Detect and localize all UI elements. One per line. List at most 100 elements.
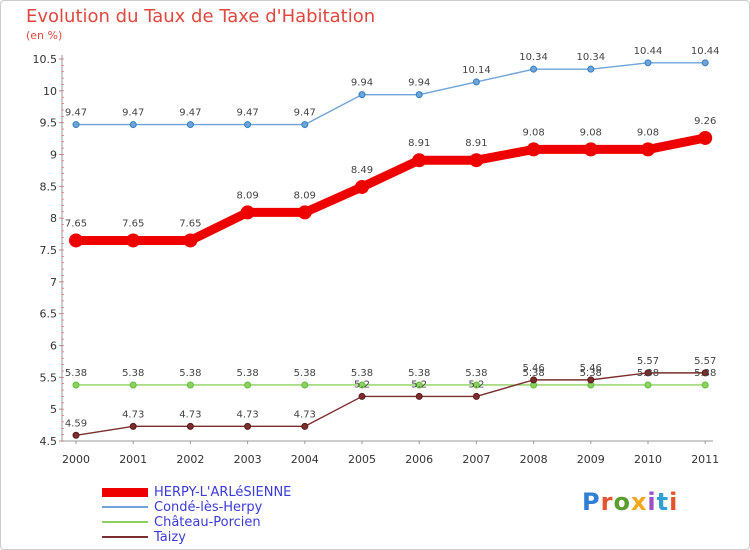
- series-line: [76, 133, 707, 245]
- data-label: 4.73: [236, 409, 258, 420]
- chart-title: Evolution du Taux de Taxe d'Habitation: [26, 6, 376, 27]
- logo-letter: t: [656, 488, 670, 516]
- series-line: [76, 62, 706, 126]
- data-label: 5.38: [65, 368, 87, 379]
- legend-swatch: [102, 506, 148, 508]
- data-label: 5.46: [522, 363, 544, 374]
- legend-swatch: [102, 487, 148, 497]
- data-point: [358, 392, 366, 400]
- data-point: [469, 153, 484, 168]
- data-point: [129, 422, 137, 430]
- data-point: [644, 59, 652, 67]
- x-tick-label: 2008: [520, 453, 548, 466]
- data-label: 8.49: [351, 165, 373, 176]
- y-tick-label: 7.5: [40, 244, 58, 257]
- data-point: [186, 121, 194, 129]
- data-label: 5.38: [580, 368, 602, 379]
- data-label: 9.47: [294, 108, 316, 119]
- data-point: [472, 78, 480, 86]
- data-label: 5.2: [354, 379, 370, 390]
- data-label: 9.08: [580, 127, 602, 138]
- data-point: [186, 422, 194, 430]
- y-tick-label: 4.5: [40, 435, 58, 448]
- data-label: 5.38: [351, 368, 373, 379]
- y-tick-label: 10.5: [33, 53, 58, 66]
- data-point: [701, 381, 709, 389]
- data-point: [526, 142, 541, 157]
- legend-swatch: [102, 521, 148, 523]
- series-line: [75, 372, 706, 436]
- data-label: 7.65: [179, 218, 201, 229]
- x-tick-label: 2001: [119, 453, 147, 466]
- y-tick-label: 6.5: [40, 308, 58, 321]
- logo-letter: x: [630, 488, 648, 516]
- data-point: [698, 130, 713, 145]
- data-point: [415, 381, 423, 389]
- data-label: 10.14: [462, 65, 491, 76]
- data-point: [186, 381, 194, 389]
- logo-letter: o: [613, 488, 631, 516]
- legend-label: Condé-lès-Herpy: [154, 500, 263, 515]
- data-label: 8.09: [236, 190, 258, 201]
- data-label: 9.47: [65, 108, 87, 119]
- data-point: [701, 59, 709, 67]
- logo-letter: i: [647, 488, 657, 516]
- x-tick-label: 2009: [577, 453, 605, 466]
- data-point: [644, 369, 652, 377]
- data-label: 9.94: [351, 78, 373, 89]
- data-point: [415, 392, 423, 400]
- data-label: 5.38: [236, 368, 258, 379]
- y-tick-label: 6: [50, 340, 57, 353]
- data-point: [72, 121, 80, 129]
- data-point: [244, 422, 252, 430]
- legend-label: HERPY-L'ARLéSIENNE: [154, 485, 292, 500]
- x-tick-label: 2010: [634, 453, 662, 466]
- data-label: 10.44: [691, 46, 720, 57]
- y-tick-label: 10: [43, 85, 57, 98]
- data-label: 9.08: [637, 127, 659, 138]
- data-label: 9.47: [122, 108, 144, 119]
- data-label: 5.38: [408, 368, 430, 379]
- data-point: [412, 153, 427, 168]
- data-label: 10.44: [634, 46, 663, 57]
- data-label: 5.38: [465, 368, 487, 379]
- x-tick-label: 2005: [348, 453, 376, 466]
- x-tick-label: 2011: [691, 453, 719, 466]
- data-label: 9.08: [522, 127, 544, 138]
- data-point: [415, 91, 423, 99]
- x-tick-label: 2004: [291, 453, 319, 466]
- data-point: [129, 381, 137, 389]
- data-label: 4.59: [65, 418, 87, 429]
- data-label: 5.2: [468, 379, 484, 390]
- data-point: [358, 381, 366, 389]
- data-label: 4.73: [122, 409, 144, 420]
- y-tick-label: 5.5: [40, 371, 58, 384]
- data-point: [358, 91, 366, 99]
- data-point: [72, 431, 80, 439]
- data-point: [472, 381, 480, 389]
- data-point: [472, 392, 480, 400]
- data-label: 5.46: [580, 363, 602, 374]
- data-point: [530, 376, 538, 384]
- y-tick-label: 7: [50, 276, 57, 289]
- data-point: [301, 422, 309, 430]
- data-label: 8.91: [408, 138, 430, 149]
- x-tick-label: 2000: [62, 453, 90, 466]
- data-label: 5.38: [522, 368, 544, 379]
- data-point: [701, 369, 709, 377]
- data-label: 7.65: [122, 218, 144, 229]
- data-point: [587, 65, 595, 73]
- data-point: [297, 205, 312, 220]
- logo-letter: P: [582, 488, 601, 516]
- data-label: 9.47: [236, 108, 258, 119]
- data-label: 9.47: [179, 108, 201, 119]
- data-point: [244, 121, 252, 129]
- x-tick-label: 2007: [462, 453, 490, 466]
- data-point: [641, 142, 655, 157]
- data-label: 5.38: [294, 368, 316, 379]
- data-point: [355, 179, 369, 194]
- data-point: [183, 233, 198, 248]
- legend-label: Château-Porcien: [154, 515, 261, 530]
